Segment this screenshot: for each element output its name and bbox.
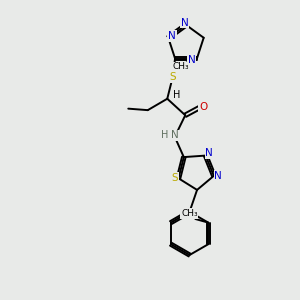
Text: N: N bbox=[188, 55, 195, 65]
Text: S: S bbox=[172, 173, 178, 183]
Text: N: N bbox=[214, 171, 222, 181]
Text: H: H bbox=[173, 90, 181, 100]
Text: N: N bbox=[168, 31, 176, 41]
Text: CH₃: CH₃ bbox=[172, 62, 189, 71]
Text: N: N bbox=[181, 17, 188, 28]
Text: N: N bbox=[172, 130, 179, 140]
Text: N: N bbox=[205, 148, 213, 158]
Text: H: H bbox=[160, 130, 168, 140]
Text: CH₃: CH₃ bbox=[181, 209, 198, 218]
Text: O: O bbox=[199, 102, 207, 112]
Text: S: S bbox=[169, 72, 176, 82]
